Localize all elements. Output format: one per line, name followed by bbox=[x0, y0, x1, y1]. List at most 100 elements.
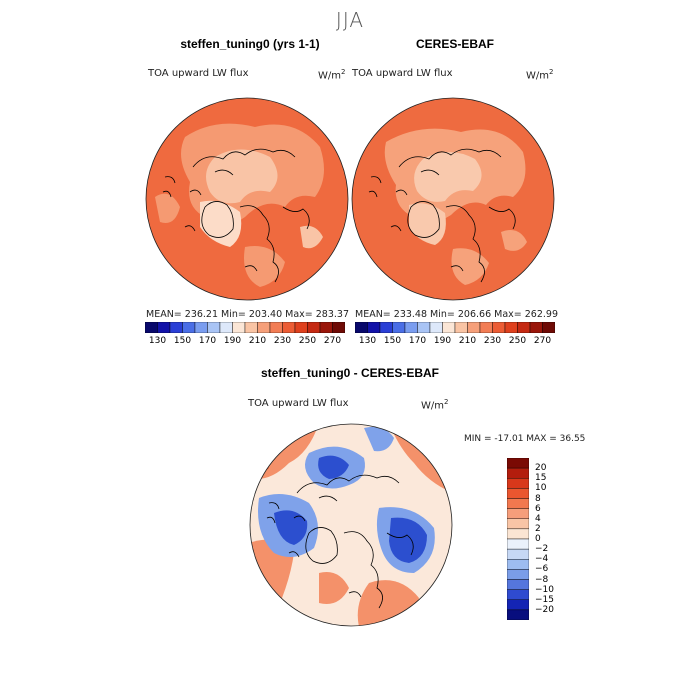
colorbar-tick-label: 130 bbox=[148, 336, 167, 346]
colorbar-diff-swatch bbox=[507, 569, 529, 580]
colorbar-tick-label: 230 bbox=[273, 336, 292, 346]
colorbar-diff-swatch bbox=[507, 559, 529, 570]
diff-units: W/m2 bbox=[421, 398, 449, 412]
colorbar-swatch bbox=[454, 322, 468, 333]
colorbar-tick-label: 150 bbox=[173, 336, 192, 346]
colorbar-swatch bbox=[404, 322, 418, 333]
colorbar-tick-label: 190 bbox=[223, 336, 242, 346]
diff-title: steffen_tuning0 - CERES-EBAF bbox=[260, 366, 439, 380]
colorbar-diff-label: −15 bbox=[535, 594, 554, 605]
colorbar-swatch bbox=[282, 322, 296, 333]
colorbar-diff-swatch bbox=[507, 458, 529, 469]
colorbar-swatch bbox=[379, 322, 393, 333]
colorbar-tick-label: 190 bbox=[433, 336, 452, 346]
colorbar-swatch bbox=[479, 322, 493, 333]
colorbar-swatch bbox=[232, 322, 246, 333]
colorbar-panel-2 bbox=[355, 322, 555, 333]
colorbar-swatch bbox=[542, 322, 555, 333]
colorbar-tick-label: 250 bbox=[298, 336, 317, 346]
colorbar-swatch bbox=[429, 322, 443, 333]
colorbar-diff-swatch bbox=[507, 599, 529, 611]
colorbar-panel-1 bbox=[145, 322, 345, 333]
colorbar-diff-swatch bbox=[507, 538, 529, 550]
colorbar-diff-swatch bbox=[507, 508, 529, 519]
diff-stats: MIN = -17.01 MAX = 36.55 bbox=[464, 434, 586, 444]
colorbar-diff-swatch bbox=[507, 548, 529, 560]
panel-1-variable: TOA upward LW flux bbox=[148, 68, 249, 79]
map-observation bbox=[351, 97, 555, 301]
colorbar-diff-label: 4 bbox=[535, 513, 541, 524]
map-difference bbox=[249, 423, 453, 627]
colorbar-tick-label: 270 bbox=[533, 336, 552, 346]
colorbar-diff-label: −8 bbox=[535, 574, 549, 585]
colorbar-swatch bbox=[517, 322, 531, 333]
colorbar-diff-label: 15 bbox=[535, 473, 547, 484]
colorbar-difference bbox=[507, 458, 529, 620]
map-simulation bbox=[145, 97, 349, 301]
colorbar-diff-label: 2 bbox=[535, 523, 541, 534]
colorbar-swatch bbox=[244, 322, 258, 333]
colorbar-diff-label: −4 bbox=[535, 554, 549, 565]
panel-2-stats: MEAN= 233.48 Min= 206.66 Max= 262.99 bbox=[355, 309, 559, 320]
colorbar-swatch bbox=[182, 322, 196, 333]
colorbar-swatch bbox=[504, 322, 518, 333]
colorbar-swatch bbox=[492, 322, 506, 333]
colorbar-tick-label: 170 bbox=[408, 336, 427, 346]
colorbar-swatch bbox=[367, 322, 381, 333]
colorbar-swatch bbox=[145, 322, 158, 333]
colorbar-swatch bbox=[307, 322, 321, 333]
colorbar-swatch bbox=[219, 322, 233, 333]
panel-1-stats: MEAN= 236.21 Min= 203.40 Max= 283.37 bbox=[146, 309, 350, 320]
panel-2-units: W/m2 bbox=[526, 68, 554, 82]
colorbar-diff-swatch bbox=[507, 589, 529, 600]
colorbar-difference-labels: 20 15 10 8 6 4 2 0 −2 −4 −6 −8 −10 −15 −20 bbox=[535, 458, 575, 620]
colorbar-tick-label: 130 bbox=[358, 336, 377, 346]
colorbar-swatch bbox=[194, 322, 208, 333]
colorbar-diff-swatch bbox=[507, 579, 529, 590]
colorbar-diff-swatch bbox=[507, 528, 529, 540]
colorbar-swatch bbox=[207, 322, 221, 333]
colorbar-diff-swatch bbox=[507, 467, 529, 479]
colorbar-diff-label: 0 bbox=[535, 534, 541, 544]
colorbar-diff-swatch bbox=[507, 609, 529, 620]
colorbar-tick-label: 150 bbox=[383, 336, 402, 346]
colorbar-diff-label: −20 bbox=[535, 604, 554, 615]
colorbar-tick-label: 270 bbox=[323, 336, 342, 346]
colorbar-swatch bbox=[319, 322, 333, 333]
colorbar-swatch bbox=[294, 322, 308, 333]
colorbar-swatch bbox=[157, 322, 171, 333]
colorbar-swatch bbox=[332, 322, 345, 333]
colorbar-swatch bbox=[529, 322, 543, 333]
colorbar-diff-label: 8 bbox=[535, 493, 541, 504]
colorbar-swatch bbox=[355, 322, 368, 333]
colorbar-diff-swatch bbox=[507, 498, 529, 509]
season-title: JJA bbox=[335, 8, 365, 32]
colorbar-swatch bbox=[467, 322, 481, 333]
panel-1-title: steffen_tuning0 (yrs 1-1) bbox=[180, 37, 320, 51]
panel-2-title: CERES-EBAF bbox=[415, 37, 494, 51]
colorbar-swatch bbox=[442, 322, 456, 333]
colorbar-swatch bbox=[417, 322, 431, 333]
colorbar-swatch bbox=[392, 322, 406, 333]
colorbar-tick-label: 210 bbox=[248, 336, 267, 346]
colorbar-diff-swatch bbox=[507, 518, 529, 530]
colorbar-diff-label: −6 bbox=[535, 564, 549, 575]
colorbar-tick-label: 170 bbox=[198, 336, 217, 346]
colorbar-tick-label: 250 bbox=[508, 336, 527, 346]
colorbar-panel-2-ticks: 130 150 170 190 210 230 250 270 bbox=[355, 336, 555, 348]
colorbar-diff-label: 6 bbox=[535, 503, 541, 514]
colorbar-diff-swatch bbox=[507, 488, 529, 499]
colorbar-diff-label: 20 bbox=[535, 463, 547, 474]
panel-2-variable: TOA upward LW flux bbox=[352, 68, 453, 79]
colorbar-diff-label: −10 bbox=[535, 584, 554, 595]
panel-1-units: W/m2 bbox=[318, 68, 346, 82]
colorbar-tick-label: 230 bbox=[483, 336, 502, 346]
colorbar-panel-1-ticks: 130 150 170 190 210 230 250 270 bbox=[145, 336, 345, 348]
colorbar-diff-swatch bbox=[507, 478, 529, 489]
colorbar-swatch bbox=[257, 322, 271, 333]
colorbar-swatch bbox=[169, 322, 183, 333]
diff-variable: TOA upward LW flux bbox=[248, 398, 349, 409]
colorbar-swatch bbox=[269, 322, 283, 333]
colorbar-diff-label: 10 bbox=[535, 483, 547, 494]
colorbar-tick-label: 210 bbox=[458, 336, 477, 346]
